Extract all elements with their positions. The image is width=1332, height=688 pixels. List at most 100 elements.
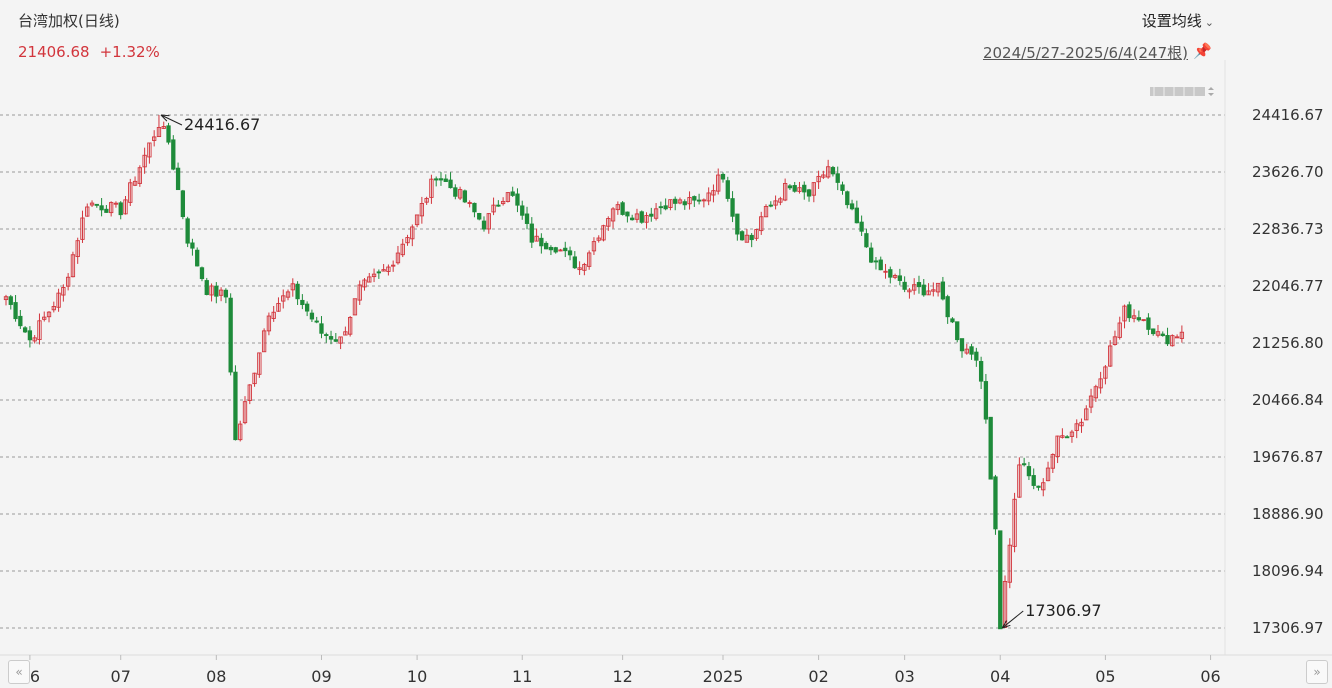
candle-body bbox=[434, 178, 439, 181]
candle-body bbox=[328, 336, 334, 340]
candle-body bbox=[634, 213, 640, 220]
candle-body bbox=[950, 318, 955, 323]
candle-body bbox=[926, 290, 931, 296]
y-axis: 24416.67 23626.70 22836.73 22046.77 21256.80… bbox=[0, 60, 1332, 656]
candle-body bbox=[816, 175, 821, 183]
price-quote: 21406.68 +1.32% bbox=[18, 43, 170, 61]
y-tick-label: 20466.84 bbox=[1252, 391, 1324, 409]
candle-body bbox=[859, 221, 864, 232]
date-range-link[interactable]: 2024/5/27-2025/6/4(247根) bbox=[982, 44, 1188, 62]
candle-body bbox=[166, 125, 171, 143]
candle-body bbox=[730, 198, 735, 217]
candle-body bbox=[830, 167, 836, 175]
candle-body bbox=[8, 296, 13, 305]
candle-body bbox=[892, 275, 898, 278]
candle-body bbox=[644, 215, 649, 223]
candle-body bbox=[701, 199, 707, 202]
candle-body bbox=[1136, 317, 1142, 321]
candle-body bbox=[510, 191, 515, 196]
candle-body bbox=[864, 233, 869, 248]
candle-body bbox=[529, 223, 534, 243]
candle-body bbox=[152, 136, 157, 141]
candle-body bbox=[1141, 319, 1146, 322]
candle-body bbox=[137, 167, 142, 184]
candle-body bbox=[386, 266, 391, 272]
candle-body bbox=[51, 305, 56, 311]
candle-body bbox=[481, 220, 487, 230]
candle-body bbox=[668, 199, 673, 208]
candle-body bbox=[601, 225, 606, 241]
candle-body bbox=[759, 216, 764, 232]
candle-body bbox=[1074, 423, 1079, 431]
candle-body bbox=[625, 211, 630, 217]
zoom-handle-icon[interactable] bbox=[1150, 86, 1218, 97]
candle-body bbox=[1021, 463, 1027, 466]
candle-body bbox=[457, 189, 463, 199]
candle-body bbox=[1098, 378, 1103, 389]
candle-body bbox=[577, 267, 582, 271]
candle-body bbox=[199, 267, 205, 280]
candle-body bbox=[548, 246, 554, 251]
candle-body bbox=[735, 213, 740, 235]
scroll-right-button[interactable]: » bbox=[1306, 660, 1328, 684]
candle-body bbox=[725, 180, 730, 199]
scroll-left-button[interactable]: « bbox=[8, 660, 30, 684]
candle-body bbox=[89, 202, 95, 206]
candle-body bbox=[333, 339, 338, 342]
candle-body bbox=[840, 184, 845, 191]
y-tick-label: 22046.77 bbox=[1252, 277, 1324, 295]
candle-body bbox=[424, 197, 429, 203]
candle-body bbox=[32, 337, 37, 342]
candle-body bbox=[739, 231, 745, 241]
x-tick-label: 05 bbox=[1095, 667, 1115, 686]
candle-body bbox=[1146, 317, 1151, 330]
x-axis: 0607080910111220250203040506 bbox=[20, 655, 1221, 686]
candle-body bbox=[969, 346, 974, 355]
candle-body bbox=[233, 371, 238, 441]
candle-body bbox=[931, 289, 936, 292]
candle-body bbox=[1103, 366, 1108, 379]
candle-body bbox=[161, 126, 166, 129]
y-tick-label: 18096.94 bbox=[1252, 562, 1324, 580]
candle-body bbox=[238, 423, 243, 441]
candle-body bbox=[835, 173, 840, 183]
x-tick-label: 02 bbox=[808, 667, 828, 686]
candle-body bbox=[37, 320, 42, 341]
candle-body bbox=[596, 237, 601, 241]
candle-body bbox=[567, 250, 573, 256]
candle-body bbox=[902, 281, 907, 290]
candle-body bbox=[873, 260, 879, 263]
annotations: 24416.67 17306.97 bbox=[160, 114, 1102, 629]
candle-body bbox=[845, 191, 850, 206]
candle-body bbox=[1179, 331, 1185, 339]
pin-icon[interactable]: 📌 bbox=[1193, 42, 1212, 60]
candle-body bbox=[314, 320, 319, 323]
candle-body bbox=[209, 285, 214, 296]
candle-body bbox=[749, 234, 754, 241]
candle-body bbox=[266, 315, 272, 332]
candle-body bbox=[696, 199, 702, 202]
candle-body bbox=[649, 213, 654, 217]
candle-body bbox=[912, 284, 917, 291]
candle-body bbox=[806, 189, 812, 197]
candle-body bbox=[983, 381, 989, 420]
candle-body bbox=[400, 243, 405, 256]
candle-body bbox=[754, 229, 759, 239]
candle-body bbox=[1151, 328, 1156, 335]
candle-body bbox=[467, 202, 472, 205]
candles bbox=[3, 115, 1185, 630]
candle-body bbox=[1079, 421, 1084, 427]
candle-body bbox=[128, 182, 133, 203]
candle-body bbox=[606, 218, 611, 227]
y-tick-label: 24416.67 bbox=[1252, 106, 1324, 124]
x-tick-label: 09 bbox=[311, 667, 331, 686]
candle-body bbox=[309, 312, 315, 320]
candle-body bbox=[534, 235, 539, 242]
ma-settings-button[interactable]: 设置均线 ⌄ bbox=[1142, 10, 1214, 31]
candle-body bbox=[357, 284, 362, 301]
candle-body bbox=[371, 273, 377, 278]
candle-body bbox=[80, 217, 85, 240]
candle-body bbox=[70, 254, 76, 278]
candle-body bbox=[563, 247, 568, 252]
